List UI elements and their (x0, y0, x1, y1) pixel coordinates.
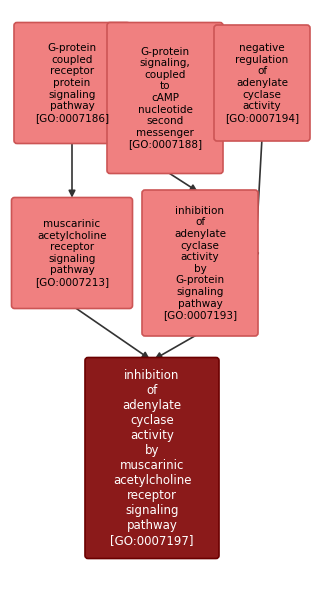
FancyBboxPatch shape (214, 25, 310, 141)
FancyBboxPatch shape (107, 23, 223, 174)
Text: G-protein
coupled
receptor
protein
signaling
pathway
[GO:0007186]: G-protein coupled receptor protein signa… (35, 43, 109, 123)
FancyBboxPatch shape (14, 23, 130, 144)
FancyBboxPatch shape (85, 358, 219, 559)
FancyBboxPatch shape (142, 190, 258, 336)
Text: G-protein
signaling,
coupled
to
cAMP
nucleotide
second
messenger
[GO:0007188]: G-protein signaling, coupled to cAMP nuc… (128, 47, 202, 149)
Text: negative
regulation
of
adenylate
cyclase
activity
[GO:0007194]: negative regulation of adenylate cyclase… (225, 43, 299, 123)
Text: inhibition
of
adenylate
cyclase
activity
by
muscarinic
acetylcholine
receptor
si: inhibition of adenylate cyclase activity… (110, 369, 194, 547)
Text: muscarinic
acetylcholine
receptor
signaling
pathway
[GO:0007213]: muscarinic acetylcholine receptor signal… (35, 219, 109, 287)
FancyBboxPatch shape (12, 197, 132, 308)
Text: inhibition
of
adenylate
cyclase
activity
by
G-protein
signaling
pathway
[GO:0007: inhibition of adenylate cyclase activity… (163, 206, 237, 320)
